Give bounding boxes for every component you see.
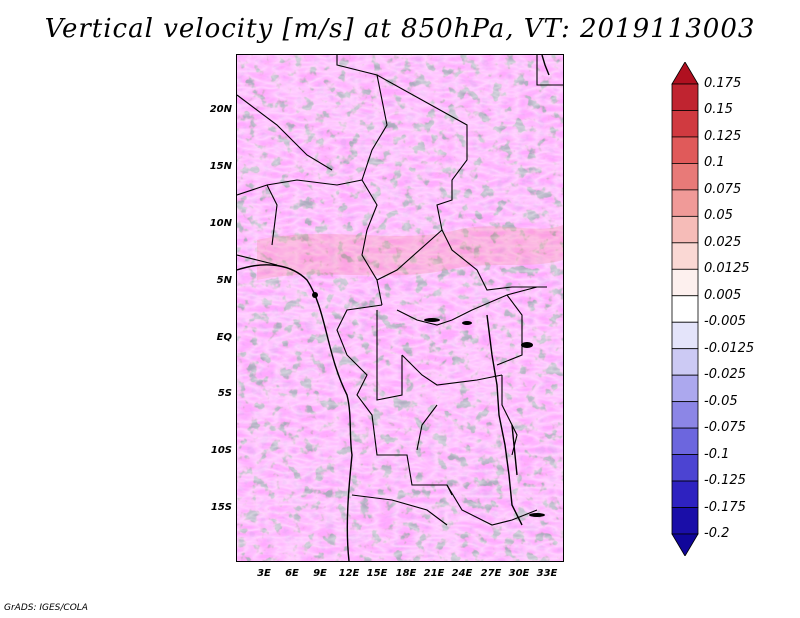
colorbar-swatch bbox=[671, 454, 699, 482]
colorbar-label: 0.125 bbox=[704, 128, 742, 144]
colorbar-label: -0.2 bbox=[704, 526, 730, 541]
lat-label: 5S bbox=[217, 388, 232, 399]
coastlines bbox=[237, 55, 550, 561]
colorbar-label: -0.1 bbox=[704, 446, 730, 462]
lon-label: 21E bbox=[423, 568, 445, 579]
colorbar-swatch bbox=[671, 136, 699, 164]
colorbar-swatch bbox=[671, 215, 699, 244]
velocity-field bbox=[237, 55, 563, 561]
colorbar-swatch bbox=[671, 507, 699, 535]
lat-label: 20N bbox=[209, 104, 232, 115]
ascent-band bbox=[257, 225, 563, 280]
lon-label: 27E bbox=[480, 568, 502, 579]
map-panel bbox=[236, 54, 564, 562]
lat-label: 5N bbox=[216, 275, 232, 286]
colorbar-swatch bbox=[671, 163, 699, 191]
lon-label: 18E bbox=[395, 568, 417, 579]
lat-label: 10N bbox=[209, 218, 232, 229]
colorbar-label: -0.005 bbox=[704, 314, 746, 330]
colorbar-swatch bbox=[671, 268, 699, 297]
colorbar-label: 0.005 bbox=[704, 287, 742, 303]
colorbar-tip-bottom bbox=[671, 533, 699, 556]
colorbar-label: 0.175 bbox=[704, 76, 742, 91]
colorbar-label: 0.15 bbox=[704, 102, 733, 118]
colorbar-label: -0.175 bbox=[704, 499, 746, 515]
colorbar-label: 0.075 bbox=[704, 181, 742, 197]
colorbar-tip-top bbox=[671, 62, 699, 85]
colorbar-swatch bbox=[671, 110, 699, 138]
colorbar-label: -0.025 bbox=[704, 367, 746, 383]
lakes bbox=[312, 292, 545, 517]
chart-title: Vertical velocity [m/s] at 850hPa, VT: 2… bbox=[44, 14, 756, 44]
colorbar-swatch bbox=[671, 189, 699, 217]
lon-label: 9E bbox=[313, 568, 327, 579]
colorbar-label: 0.1 bbox=[704, 155, 725, 171]
colorbar-swatch bbox=[671, 480, 699, 508]
colorbar-label: -0.075 bbox=[704, 420, 746, 436]
lon-label: 30E bbox=[508, 568, 530, 579]
colorbar bbox=[671, 62, 699, 556]
lon-label: 3E bbox=[257, 568, 271, 579]
contour-highlights bbox=[237, 55, 563, 561]
colorbar-label: 0.05 bbox=[704, 208, 733, 224]
country-borders bbox=[237, 55, 563, 526]
footer-credit: GrADS: IGES/COLA bbox=[4, 603, 88, 613]
colorbar-label: 0.025 bbox=[704, 234, 742, 250]
colorbar-swatch bbox=[671, 427, 699, 455]
lat-label: 10S bbox=[210, 445, 232, 456]
lat-label: 15S bbox=[210, 502, 232, 513]
lon-label: 12E bbox=[338, 568, 360, 579]
lon-label: 24E bbox=[451, 568, 473, 579]
colorbar-label: -0.125 bbox=[704, 473, 746, 489]
colorbar-swatch bbox=[671, 295, 699, 323]
lon-label: 6E bbox=[285, 568, 299, 579]
lon-label: 33E bbox=[536, 568, 558, 579]
lon-label: 15E bbox=[366, 568, 388, 579]
colorbar-swatch bbox=[671, 242, 699, 270]
lat-label: EQ bbox=[216, 332, 232, 343]
colorbar-swatch bbox=[671, 321, 699, 350]
colorbar-swatch bbox=[671, 348, 699, 376]
lat-label: 15N bbox=[209, 161, 232, 172]
colorbar-label: -0.0125 bbox=[704, 340, 755, 356]
colorbar-swatch bbox=[671, 374, 699, 403]
colorbar-swatch bbox=[671, 83, 699, 111]
colorbar-label: -0.05 bbox=[704, 393, 738, 409]
colorbar-label: 0.0125 bbox=[704, 261, 750, 277]
colorbar-swatch bbox=[671, 401, 699, 429]
